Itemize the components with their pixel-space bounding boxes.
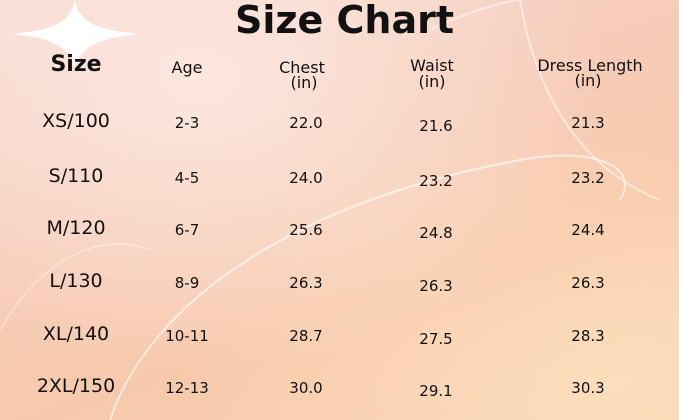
cell-size: 2XL/150: [36, 375, 116, 397]
cell-age: 2-3: [174, 114, 200, 132]
cell-chest: 22.0: [289, 114, 323, 132]
header-age: Age: [171, 58, 203, 77]
cell-chest: 25.6: [289, 221, 323, 239]
cell-chest: 30.0: [289, 379, 323, 397]
sparkle-icon: [12, 0, 140, 70]
cell-age: 6-7: [174, 221, 200, 239]
cell-dress: 26.3: [571, 274, 605, 292]
cell-waist: 27.5: [419, 330, 453, 348]
cell-waist: 23.2: [419, 172, 453, 190]
cell-dress: 21.3: [571, 114, 605, 132]
cell-dress: 30.3: [571, 379, 605, 397]
cell-waist: 26.3: [419, 277, 453, 295]
cell-waist: 24.8: [419, 224, 453, 242]
page-title: Size Chart: [234, 0, 454, 42]
header-chest: Chest: [279, 58, 325, 77]
cell-dress: 23.2: [571, 169, 605, 187]
cell-waist: 29.1: [419, 382, 453, 400]
cell-waist: 21.6: [419, 117, 453, 135]
cell-size: XS/100: [42, 110, 110, 132]
cell-age: 10-11: [165, 327, 209, 345]
cell-age: 12-13: [165, 379, 209, 397]
cell-chest: 24.0: [289, 169, 323, 187]
header-dress-length: Dress Length: [537, 56, 643, 75]
cell-size: M/120: [46, 217, 106, 239]
cell-chest: 28.7: [289, 327, 323, 345]
cell-age: 8-9: [174, 274, 200, 292]
cell-size: L/130: [49, 270, 103, 292]
cell-chest: 26.3: [289, 274, 323, 292]
header-chest-unit: (in): [290, 73, 318, 92]
cell-size: XL/140: [42, 323, 110, 345]
header-dress-length-unit: (in): [574, 71, 602, 90]
cell-dress: 28.3: [571, 327, 605, 345]
cell-age: 4-5: [174, 169, 200, 187]
cell-dress: 24.4: [571, 221, 605, 239]
header-waist-unit: (in): [418, 72, 446, 91]
header-waist: Waist: [410, 56, 454, 75]
header-size: Size: [50, 52, 102, 77]
cell-size: S/110: [48, 165, 104, 187]
